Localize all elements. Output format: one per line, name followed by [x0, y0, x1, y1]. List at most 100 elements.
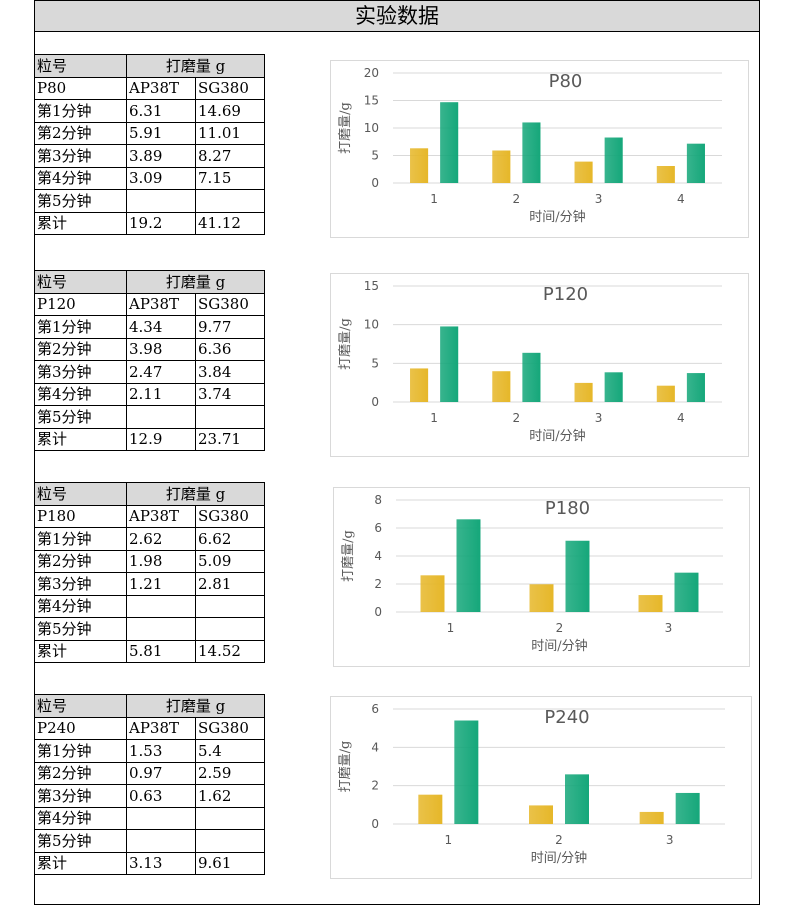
y-tick-label: 6 — [371, 702, 379, 716]
cell-sg380: 41.12 — [195, 211, 265, 235]
header-amount-label: 打磨量 g — [126, 482, 265, 506]
bar-ap38t — [492, 371, 511, 402]
cell-sg380 — [195, 405, 265, 429]
cell-sg380: 6.62 — [195, 527, 265, 551]
x-tick-label: 3 — [666, 833, 674, 847]
data-table-p120: 粒号 打磨量 g P120 AP38T SG380 第1分钟 4.34 9.77 第2分钟 3.9… — [34, 270, 265, 451]
header-grit-label: 粒号 — [34, 694, 127, 718]
row-label: 第3分钟 — [34, 144, 127, 168]
bar-sg380 — [440, 326, 459, 402]
row-label: 第3分钟 — [34, 784, 127, 808]
chart-title: P240 — [544, 707, 589, 728]
x-tick-label: 3 — [665, 621, 673, 635]
table-row: 第5分钟 — [34, 617, 265, 641]
table-header-row: 粒号 打磨量 g — [34, 54, 265, 78]
cell-ap38t: 1.98 — [126, 549, 196, 573]
cell-sg380: 3.84 — [195, 360, 265, 384]
chart-p240-svg: 0 2 4 6 1 2 3 P240 时间/分钟 打磨量/g — [338, 702, 725, 866]
x-tick-label: 4 — [677, 192, 685, 206]
table-row: 第1分钟 4.34 9.77 — [34, 315, 265, 339]
table-row: 第4分钟 — [34, 594, 265, 618]
cell-ap38t: 2.11 — [126, 382, 196, 406]
cell-sg380 — [195, 806, 265, 830]
cell-ap38t: 3.98 — [126, 337, 196, 361]
column-sg380: SG380 — [195, 292, 265, 316]
x-axis-label: 时间/分钟 — [531, 850, 587, 866]
bar-sg380 — [522, 122, 541, 183]
row-label: 第2分钟 — [34, 549, 127, 573]
y-axis-label: 打磨量/g — [341, 530, 356, 582]
table-header-row: 粒号 打磨量 g — [34, 694, 265, 718]
column-ap38t: AP38T — [126, 76, 196, 100]
cell-sg380: 11.01 — [195, 121, 265, 145]
header-amount-label: 打磨量 g — [126, 54, 265, 78]
bar-sg380 — [454, 720, 479, 824]
table-row: 累计 12.9 23.71 — [34, 427, 265, 451]
cell-ap38t: 2.47 — [126, 360, 196, 384]
row-label: 累计 — [34, 211, 127, 235]
table-row: 第1分钟 2.62 6.62 — [34, 527, 265, 551]
row-label: 第1分钟 — [34, 315, 127, 339]
x-tick-label: 4 — [677, 411, 685, 425]
table-row: 累计 5.81 14.52 — [34, 639, 265, 663]
x-axis-label: 时间/分钟 — [531, 638, 587, 654]
bar-sg380 — [440, 102, 459, 183]
page-frame — [34, 0, 760, 905]
cell-sg380 — [195, 829, 265, 853]
y-tick-label: 2 — [371, 779, 379, 793]
table-row: 第1分钟 1.53 5.4 — [34, 739, 265, 763]
table-row: 累计 19.2 41.12 — [34, 211, 265, 235]
table-columns-row: P80 AP38T SG380 — [34, 76, 265, 100]
row-label: 第2分钟 — [34, 761, 127, 785]
bar-ap38t — [656, 166, 675, 183]
y-tick-label: 15 — [364, 94, 379, 108]
bar-sg380 — [565, 774, 589, 824]
cell-ap38t — [126, 405, 196, 429]
y-tick-label: 2 — [374, 577, 382, 591]
cell-sg380: 9.77 — [195, 315, 265, 339]
x-tick-label: 1 — [447, 621, 455, 635]
row-label: 第4分钟 — [34, 382, 127, 406]
cell-ap38t — [126, 189, 196, 213]
cell-ap38t — [126, 617, 196, 641]
cell-ap38t: 4.34 — [126, 315, 196, 339]
cell-ap38t: 5.81 — [126, 639, 196, 663]
header-grit-label: 粒号 — [34, 482, 127, 506]
chart-title: P180 — [545, 498, 590, 519]
table-columns-row: P180 AP38T SG380 — [34, 504, 265, 528]
column-sg380: SG380 — [195, 716, 265, 740]
row-label: 第5分钟 — [34, 829, 127, 853]
cell-sg380: 6.36 — [195, 337, 265, 361]
bar-sg380 — [565, 540, 590, 612]
table-columns-row: P120 AP38T SG380 — [34, 292, 265, 316]
x-tick-label: 3 — [595, 192, 603, 206]
table-row: 第5分钟 — [34, 829, 265, 853]
cell-sg380: 7.15 — [195, 166, 265, 190]
bar-ap38t — [656, 385, 675, 402]
grit-value: P180 — [34, 504, 127, 528]
table-row: 第4分钟 2.11 3.74 — [34, 382, 265, 406]
table-row: 第2分钟 5.91 11.01 — [34, 121, 265, 145]
cell-ap38t: 5.91 — [126, 121, 196, 145]
bar-ap38t — [418, 794, 443, 824]
table-row: 第1分钟 6.31 14.69 — [34, 99, 265, 123]
table-header-row: 粒号 打磨量 g — [34, 482, 265, 506]
y-axis-label: 打磨量/g — [338, 102, 353, 154]
bar-ap38t — [639, 811, 664, 824]
column-sg380: SG380 — [195, 76, 265, 100]
row-label: 第5分钟 — [34, 189, 127, 213]
cell-sg380: 5.09 — [195, 549, 265, 573]
row-label: 第4分钟 — [34, 166, 127, 190]
row-label: 第1分钟 — [34, 99, 127, 123]
bar-ap38t — [638, 595, 663, 612]
table-row: 第3分钟 3.89 8.27 — [34, 144, 265, 168]
x-tick-label: 2 — [513, 192, 521, 206]
cell-sg380: 23.71 — [195, 427, 265, 451]
cell-sg380: 8.27 — [195, 144, 265, 168]
chart-title: P120 — [543, 284, 588, 305]
row-label: 第1分钟 — [34, 527, 127, 551]
x-tick-label: 3 — [595, 411, 603, 425]
bar-ap38t — [410, 148, 429, 183]
cell-ap38t: 1.53 — [126, 739, 196, 763]
cell-ap38t — [126, 806, 196, 830]
